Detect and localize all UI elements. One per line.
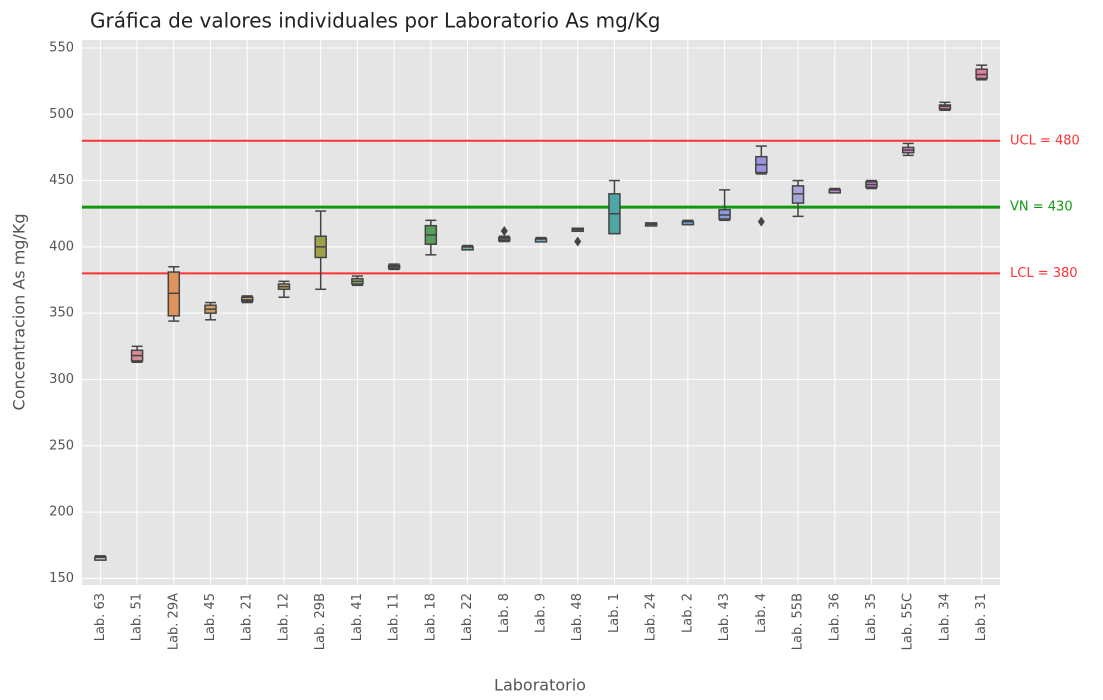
x-tick-label: Lab. 51: [130, 593, 145, 641]
y-tick-label: 350: [49, 306, 74, 321]
outlier: [757, 216, 765, 227]
x-tick-label: Lab. 55C: [901, 593, 916, 650]
x-tick-label: Lab. 11: [387, 593, 402, 641]
y-axis-label: Concentracion As mg/Kg: [10, 214, 29, 411]
x-tick-label: Lab. 8: [497, 593, 512, 633]
x-tick-label: Lab. 48: [570, 593, 585, 641]
x-tick-label: Lab. 21: [240, 593, 255, 641]
x-tick-label: Lab. 55B: [791, 593, 806, 650]
x-tick-label: Lab. 4: [754, 593, 769, 633]
x-tick-label: Lab. 24: [644, 593, 659, 641]
x-tick-label: Lab. 31: [974, 593, 989, 641]
x-tick-label: Lab. 12: [276, 593, 291, 641]
x-tick-label: Lab. 1: [607, 593, 622, 633]
y-tick-label: 450: [49, 173, 74, 188]
x-tick-label: Lab. 34: [937, 593, 952, 641]
x-tick-label: Lab. 22: [460, 593, 475, 641]
chart-title: Gráfica de valores individuales por Labo…: [90, 9, 660, 33]
outlier: [500, 225, 508, 236]
x-tick-label: Lab. 29B: [313, 593, 328, 650]
x-tick-label: Lab. 45: [203, 593, 218, 641]
x-tick-label: Lab. 2: [680, 593, 695, 633]
reference-label: UCL = 480: [1010, 133, 1080, 148]
y-tick-label: 150: [49, 571, 74, 586]
x-tick-label: Lab. 35: [864, 593, 879, 641]
y-tick-label: 500: [49, 107, 74, 122]
x-tick-label: Lab. 43: [717, 593, 732, 641]
y-tick-label: 250: [49, 438, 74, 453]
x-tick-label: Lab. 9: [534, 593, 549, 633]
x-axis-label: Laboratorio: [494, 676, 586, 695]
x-tick-label: Lab. 29A: [166, 593, 181, 650]
x-tick-label: Lab. 41: [350, 593, 365, 641]
x-tick-label: Lab. 18: [423, 593, 438, 641]
x-tick-label: Lab. 36: [827, 593, 842, 641]
reference-label: LCL = 380: [1010, 266, 1078, 281]
y-tick-label: 400: [49, 239, 74, 254]
y-tick-label: 300: [49, 372, 74, 387]
reference-label: VN = 430: [1010, 200, 1073, 215]
x-tick-label: Lab. 63: [93, 593, 108, 641]
y-tick-label: 550: [49, 40, 74, 55]
y-tick-label: 200: [49, 505, 74, 520]
outlier: [574, 236, 582, 247]
